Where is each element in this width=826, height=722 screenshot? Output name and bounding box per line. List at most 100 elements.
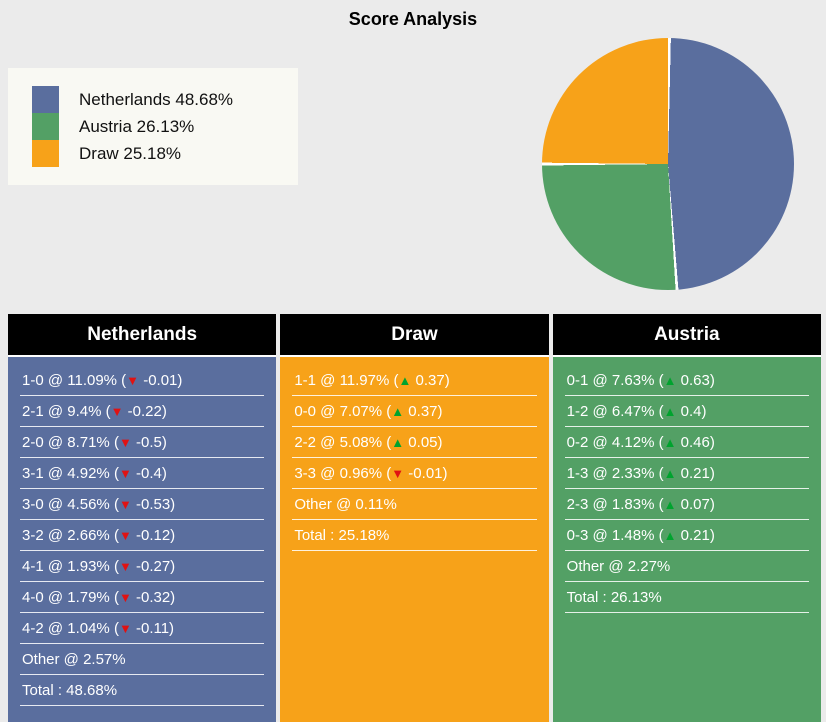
legend-item: Netherlands 48.68% [32,86,288,113]
column-header-austria: Austria [552,314,821,357]
score-label: Total : 25.18% [294,527,390,544]
delta-value: -0.4) [131,465,167,482]
score-row: 3-2 @ 2.66% (▼ -0.12) [20,520,265,551]
up-arrow-icon: ▲ [391,404,405,419]
column-header-draw: Draw [280,314,549,357]
score-row: 4-2 @ 1.04% (▼ -0.11) [20,613,265,644]
score-row: 3-1 @ 4.92% (▼ -0.4) [20,458,265,489]
score-label: 2-0 @ 8.71% ( [22,434,119,451]
score-label: 4-0 @ 1.79% ( [22,589,119,606]
score-label: 4-1 @ 1.93% ( [22,558,119,575]
down-arrow-icon: ▼ [118,466,132,481]
delta-value: 0.63) [676,372,715,389]
score-label: 3-3 @ 0.96% ( [294,465,392,482]
pie-legend: Netherlands 48.68% Austria 26.13% Draw 25.… [8,68,298,185]
pie-chart [542,38,794,290]
legend-item: Draw 25.18% [32,140,288,167]
score-label: Other @ 2.57% [22,651,126,668]
delta-value: 0.37) [404,403,443,420]
total-row: Total : 48.68% [20,675,265,706]
score-label: 3-2 @ 2.66% ( [22,527,119,544]
score-label: Other @ 0.11% [294,496,397,513]
down-arrow-icon: ▼ [126,373,140,388]
down-arrow-icon: ▼ [391,466,405,481]
column-body-austria: 0-1 @ 7.63% (▲ 0.63) 1-2 @ 6.47% (▲ 0.4) 0… [552,357,821,722]
delta-value: 0.46) [676,434,715,451]
delta-value: -0.32) [131,589,176,606]
total-row: Total : 25.18% [292,520,537,551]
score-row: 0-3 @ 1.48% (▲ 0.21) [564,520,809,551]
down-arrow-icon: ▼ [118,621,132,636]
score-label: 3-1 @ 4.92% ( [22,465,119,482]
score-label: Total : 26.13% [566,589,662,606]
column-netherlands: Netherlands 1-0 @ 11.09% (▼ -0.01) 2-1 @ 9… [8,314,277,722]
column-body-netherlands: 1-0 @ 11.09% (▼ -0.01) 2-1 @ 9.4% (▼ -0.2… [8,357,277,722]
other-row: Other @ 2.57% [20,644,265,675]
chart-area: Netherlands 48.68% Austria 26.13% Draw 25.… [0,30,826,314]
up-arrow-icon: ▲ [663,404,677,419]
legend-swatch [32,140,59,167]
score-label: 1-1 @ 11.97% ( [294,372,399,389]
score-row: 2-3 @ 1.83% (▲ 0.07) [564,489,809,520]
score-label: 0-1 @ 7.63% ( [566,372,664,389]
other-row: Other @ 2.27% [564,551,809,582]
score-row: 1-2 @ 6.47% (▲ 0.4) [564,396,809,427]
up-arrow-icon: ▲ [663,435,677,450]
score-label: Other @ 2.27% [566,558,671,575]
score-label: 1-2 @ 6.47% ( [566,403,664,420]
column-header-netherlands: Netherlands [8,314,277,357]
score-label: 0-2 @ 4.12% ( [566,434,664,451]
score-row: 1-3 @ 2.33% (▲ 0.21) [564,458,809,489]
legend-label: Austria 26.13% [79,116,195,136]
down-arrow-icon: ▼ [118,528,132,543]
score-label: Total : 48.68% [22,682,118,699]
score-label: 0-0 @ 7.07% ( [294,403,392,420]
column-body-draw: 1-1 @ 11.97% (▲ 0.37) 0-0 @ 7.07% (▲ 0.37… [280,357,549,722]
down-arrow-icon: ▼ [118,559,132,574]
score-row: 0-2 @ 4.12% (▲ 0.46) [564,427,809,458]
score-row: 2-0 @ 8.71% (▼ -0.5) [20,427,265,458]
column-draw: Draw 1-1 @ 11.97% (▲ 0.37) 0-0 @ 7.07% (▲ … [280,314,549,722]
down-arrow-icon: ▼ [110,404,124,419]
legend-swatch [32,113,59,140]
delta-value: -0.27) [131,558,176,575]
score-row: 3-3 @ 0.96% (▼ -0.01) [292,458,537,489]
score-label: 1-0 @ 11.09% ( [22,372,127,389]
score-row: 0-0 @ 7.07% (▲ 0.37) [292,396,537,427]
delta-value: 0.37) [411,372,450,389]
up-arrow-icon: ▲ [663,528,677,543]
page-title: Score Analysis [348,9,478,29]
score-columns: Netherlands 1-0 @ 11.09% (▼ -0.01) 2-1 @ 9… [0,314,826,722]
delta-value: -0.11) [131,620,175,637]
score-row: 3-0 @ 4.56% (▼ -0.53) [20,489,265,520]
legend-label: Netherlands 48.68% [79,89,234,109]
down-arrow-icon: ▼ [118,590,132,605]
delta-value: -0.5) [131,434,167,451]
score-row: 4-1 @ 1.93% (▼ -0.27) [20,551,265,582]
delta-value: 0.4) [676,403,707,420]
up-arrow-icon: ▲ [663,497,677,512]
score-label: 2-2 @ 5.08% ( [294,434,392,451]
score-label: 1-3 @ 2.33% ( [566,465,664,482]
score-row: 1-1 @ 11.97% (▲ 0.37) [292,365,537,396]
delta-value: -0.22) [123,403,167,420]
score-row: 1-0 @ 11.09% (▼ -0.01) [20,365,265,396]
delta-value: -0.53) [131,496,176,513]
score-label: 3-0 @ 4.56% ( [22,496,119,513]
score-label: 2-1 @ 9.4% ( [22,403,111,420]
score-label: 0-3 @ 1.48% ( [566,527,664,544]
delta-value: -0.12) [131,527,176,544]
score-row: 2-1 @ 9.4% (▼ -0.22) [20,396,265,427]
legend-label: Draw 25.18% [79,143,182,163]
score-row: 4-0 @ 1.79% (▼ -0.32) [20,582,265,613]
column-austria: Austria 0-1 @ 7.63% ( ▲ 0.63) 1-2 @ 6.47% (… [552,314,821,722]
up-arrow-icon: ▲ [391,435,405,450]
delta-value: 0.07) [676,496,715,513]
score-label: 4-2 @ 1.04% ( [22,620,119,637]
other-row: Other @ 0.11% [292,489,537,520]
delta-value: 0.05) [404,434,443,451]
legend-swatch [32,86,59,113]
legend-item: Austria 26.13% [32,113,288,140]
up-arrow-icon: ▲ [398,373,412,388]
